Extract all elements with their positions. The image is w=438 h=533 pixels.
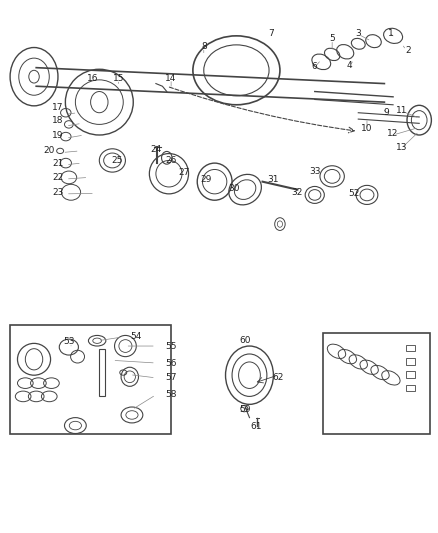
Text: 13: 13 xyxy=(396,143,407,152)
Text: 29: 29 xyxy=(200,174,212,183)
Text: 18: 18 xyxy=(52,116,64,125)
Text: 22: 22 xyxy=(53,173,64,182)
Text: 61: 61 xyxy=(250,422,262,431)
Text: 5: 5 xyxy=(329,34,335,43)
Text: 20: 20 xyxy=(43,147,55,156)
Text: 9: 9 xyxy=(384,108,389,117)
Text: 8: 8 xyxy=(201,42,207,51)
Text: 24: 24 xyxy=(150,146,162,155)
Text: 25: 25 xyxy=(111,156,122,165)
Text: 14: 14 xyxy=(166,74,177,83)
Text: 62: 62 xyxy=(272,373,283,382)
Text: 21: 21 xyxy=(52,159,64,167)
Bar xyxy=(406,358,415,365)
Text: 7: 7 xyxy=(268,29,274,38)
Bar xyxy=(406,385,415,391)
Text: 32: 32 xyxy=(292,188,303,197)
Text: 4: 4 xyxy=(347,61,353,69)
Text: 56: 56 xyxy=(166,359,177,367)
Text: 16: 16 xyxy=(87,74,99,83)
Text: 3: 3 xyxy=(355,29,361,38)
Text: 17: 17 xyxy=(52,103,64,112)
Text: 15: 15 xyxy=(113,74,125,83)
Bar xyxy=(406,372,415,378)
Bar xyxy=(10,325,171,433)
Text: 30: 30 xyxy=(229,183,240,192)
Bar xyxy=(99,349,105,397)
Text: 1: 1 xyxy=(388,29,394,38)
Text: 58: 58 xyxy=(166,390,177,399)
Text: 12: 12 xyxy=(387,130,399,139)
Text: 59: 59 xyxy=(239,405,251,414)
Text: 27: 27 xyxy=(179,167,190,176)
Text: 26: 26 xyxy=(166,156,177,165)
Bar xyxy=(323,333,430,433)
Text: 10: 10 xyxy=(361,124,373,133)
Text: 23: 23 xyxy=(52,188,64,197)
Text: 2: 2 xyxy=(406,46,411,55)
Text: 55: 55 xyxy=(166,342,177,351)
Bar xyxy=(406,345,415,351)
Text: 6: 6 xyxy=(312,62,318,70)
Text: 60: 60 xyxy=(239,336,251,345)
Text: 54: 54 xyxy=(131,332,142,341)
Text: 57: 57 xyxy=(166,373,177,382)
Text: 33: 33 xyxy=(309,166,321,175)
Text: 11: 11 xyxy=(396,106,407,115)
Text: 52: 52 xyxy=(348,189,360,198)
Text: 53: 53 xyxy=(63,337,74,346)
Text: 19: 19 xyxy=(52,131,64,140)
Text: 31: 31 xyxy=(268,174,279,183)
